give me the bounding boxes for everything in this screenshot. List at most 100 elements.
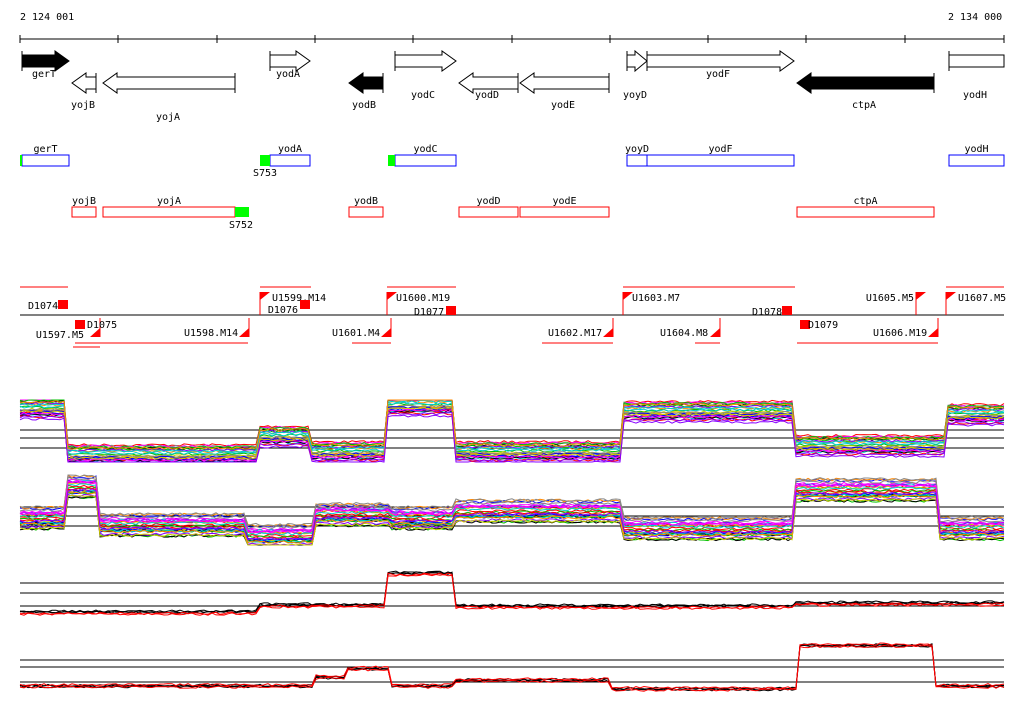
segment-flag[interactable] <box>710 328 720 337</box>
segment-flag[interactable] <box>946 292 956 300</box>
deletion-marker[interactable] <box>300 300 310 309</box>
transcript-box-yodC[interactable] <box>394 154 457 167</box>
segment-flag[interactable] <box>387 292 397 300</box>
expression-trace <box>19 572 1005 615</box>
transcript-box-yodH[interactable] <box>948 154 1005 167</box>
gene-label-yodB[interactable]: yodB <box>352 100 376 111</box>
site-marker-s753[interactable] <box>260 155 270 166</box>
segment-label[interactable]: U1598.M14 <box>184 328 238 339</box>
segment-flag[interactable] <box>623 292 633 300</box>
expression-trace <box>19 642 1005 690</box>
segment-flag[interactable] <box>90 328 100 337</box>
expression-trace <box>19 486 1005 540</box>
expression-trace <box>19 480 1005 534</box>
gene-arrow-yodB[interactable] <box>348 72 384 94</box>
segment-label[interactable]: U1603.M7 <box>632 293 680 304</box>
transcript-label-yodC: yodC <box>413 144 437 155</box>
expression-trace <box>20 399 1005 447</box>
transcript-label-yodH: yodH <box>964 144 988 155</box>
transcript-label-gerT: gerT <box>33 144 57 155</box>
transcript-box-yojA[interactable] <box>102 206 236 218</box>
segment-label[interactable]: U1602.M17 <box>548 328 602 339</box>
segment-label[interactable]: D1074 <box>28 301 58 312</box>
gene-arrow-yodA[interactable] <box>269 50 311 72</box>
gene-arrow-yojB[interactable] <box>71 72 97 94</box>
gene-label-yodH[interactable]: yodH <box>963 90 987 101</box>
expression-trace <box>19 401 1005 455</box>
site-marker-s752[interactable] <box>235 207 249 217</box>
gene-label-yojB[interactable]: yojB <box>71 100 95 111</box>
expression-trace <box>19 474 1005 527</box>
segment-label[interactable]: U1604.M8 <box>660 328 708 339</box>
transcript-box-yodA[interactable] <box>269 154 311 167</box>
transcript-label-yodB: yodB <box>354 196 378 207</box>
gene-arrow-gerT[interactable] <box>21 50 70 72</box>
gene-arrow-yojA[interactable] <box>102 72 236 94</box>
gene-arrow-yodE[interactable] <box>519 72 610 94</box>
expression-trace <box>19 493 1005 546</box>
transcript-box-yodF[interactable] <box>646 154 795 167</box>
segment-label[interactable]: U1597.M5 <box>36 330 84 341</box>
segment-label[interactable]: U1605.M5 <box>866 293 914 304</box>
transcript-label-ctpA: ctpA <box>853 196 877 207</box>
gene-label-yojA[interactable]: yojA <box>156 112 180 123</box>
transcript-label-yodF: yodF <box>708 144 732 155</box>
gene-label-gerT[interactable]: gerT <box>32 69 56 80</box>
ruler-end-label: 2 134 000 <box>948 12 1003 23</box>
transcript-box-yoyD[interactable] <box>626 154 648 167</box>
gene-arrow-yodF[interactable] <box>646 50 795 72</box>
segment-label[interactable]: D1079 <box>808 320 838 331</box>
segment-label[interactable]: U1606.M19 <box>873 328 927 339</box>
transcript-box-gerT[interactable] <box>21 154 70 167</box>
transcript-box-yodD[interactable] <box>458 206 519 218</box>
segment-label[interactable]: U1599.M14 <box>272 293 326 304</box>
segment-label[interactable]: D1075 <box>87 320 117 331</box>
gene-label-yodD[interactable]: yodD <box>475 90 499 101</box>
segment-label[interactable]: U1600.M19 <box>396 293 450 304</box>
gene-arrow-yodC[interactable] <box>394 50 457 72</box>
expression-trace <box>19 571 1005 614</box>
transcript-box-yojB[interactable] <box>71 206 97 218</box>
deletion-marker[interactable] <box>446 306 456 315</box>
segment-label[interactable]: D1078 <box>752 307 782 318</box>
gene-arrow-yodD[interactable] <box>458 72 519 94</box>
gene-arrow-ctpA[interactable] <box>796 72 935 94</box>
segment-label[interactable]: D1077 <box>414 307 444 318</box>
expression-trace <box>19 411 1005 463</box>
gene-label-yodA[interactable]: yodA <box>276 69 300 80</box>
gene-label-yodF[interactable]: yodF <box>706 69 730 80</box>
gene-arrow-yodH[interactable] <box>948 54 1005 68</box>
expression-trace <box>19 490 1005 544</box>
site-marker <box>20 155 22 166</box>
transcript-label-yodE: yodE <box>552 196 576 207</box>
transcript-box-yodB[interactable] <box>348 206 384 218</box>
segment-flag[interactable] <box>239 328 249 337</box>
gene-arrow-yoyD[interactable] <box>626 49 648 73</box>
site-label-s752: S752 <box>229 220 253 231</box>
segment-flag[interactable] <box>603 328 613 337</box>
gene-label-yodC[interactable]: yodC <box>411 90 435 101</box>
segment-label[interactable]: U1601.M4 <box>332 328 380 339</box>
gene-label-ctpA[interactable]: ctpA <box>852 100 876 111</box>
deletion-marker[interactable] <box>75 320 85 329</box>
transcript-box-yodE[interactable] <box>519 206 610 218</box>
transcript-box-ctpA[interactable] <box>796 206 935 218</box>
gene-label-yoyD[interactable]: yoyD <box>623 90 647 101</box>
expression-trace <box>20 399 1005 448</box>
deletion-marker[interactable] <box>782 306 792 315</box>
segment-flag[interactable] <box>260 292 270 300</box>
deletion-marker[interactable] <box>800 320 810 329</box>
segment-flag[interactable] <box>928 328 938 337</box>
gene-label-yodE[interactable]: yodE <box>551 100 575 111</box>
segment-flag[interactable] <box>916 292 926 300</box>
segment-label[interactable]: U1607.M5 <box>958 293 1006 304</box>
expression-trace <box>19 476 1005 530</box>
deletion-marker[interactable] <box>58 300 68 309</box>
segment-flag[interactable] <box>381 328 391 337</box>
segment-label[interactable]: D1076 <box>268 305 298 316</box>
expression-trace <box>19 399 1005 449</box>
transcript-label-yojA: yojA <box>157 196 181 207</box>
expression-trace <box>19 408 1005 462</box>
expression-trace <box>19 644 1005 692</box>
